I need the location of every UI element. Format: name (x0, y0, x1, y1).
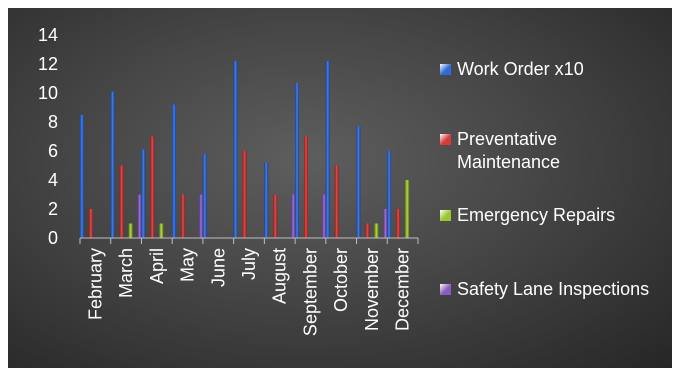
legend-swatch (440, 210, 451, 221)
bar-work-order-x10-november (356, 126, 361, 238)
legend-swatch (440, 64, 451, 75)
bar-work-order-x10-september (295, 82, 299, 239)
y-tick-label: 2 (48, 199, 58, 219)
y-tick-label: 6 (48, 141, 58, 161)
bar-preventative-maintenance-march (119, 165, 124, 238)
x-tick-label: December (393, 248, 413, 331)
y-axis-ticks: 0 2 4 6 8 10 12 14 (38, 25, 58, 248)
legend: Work Order x10 Preventative Maintenance Em… (440, 8, 672, 368)
bar-work-order-x10-july (233, 61, 238, 238)
bar-safety-lane-inspections-may (199, 194, 203, 238)
bar-preventative-maintenance-february (88, 209, 93, 238)
chart-plot: 0 2 4 6 8 10 12 14 February March April May June Jul… (38, 25, 419, 336)
x-tick-label: April (147, 248, 167, 284)
x-tick-label: November (362, 248, 382, 331)
chart-area: 0 2 4 6 8 10 12 14 February March April May June Jul… (8, 8, 672, 368)
bar-safety-lane-inspections-september (322, 194, 326, 238)
legend-label: Preventative Maintenance (457, 129, 561, 172)
bar-work-order-x10-december (387, 151, 392, 238)
y-tick-label: 14 (38, 25, 58, 45)
bar-preventative-maintenance-august (273, 194, 278, 238)
bar-safety-lane-inspections-november (383, 209, 388, 238)
legend-item: Work Order x10 (440, 58, 657, 81)
bar-work-order-x10-april (141, 149, 146, 238)
y-tick-label: 10 (38, 83, 58, 103)
bar-emergency-repairs-april (159, 223, 164, 238)
bar-work-order-x10-june (202, 153, 207, 238)
bar-work-order-x10-march (110, 91, 115, 238)
bar-safety-lane-inspections-august (291, 194, 296, 238)
x-tick-label: September (300, 248, 320, 336)
bar-work-order-x10-october (325, 61, 330, 238)
legend-swatch (440, 134, 451, 145)
bar-preventative-maintenance-september (304, 136, 308, 238)
x-tick-label: March (116, 248, 136, 298)
bar-preventative-maintenance-november (365, 223, 370, 238)
bar-preventative-maintenance-july (242, 151, 247, 238)
x-tick-label: May (178, 248, 198, 282)
bar-preventative-maintenance-april (150, 136, 155, 238)
x-tick-label: June (208, 248, 228, 287)
y-tick-label: 8 (48, 112, 58, 132)
bar-work-order-x10-may (172, 104, 176, 238)
y-tick-label: 0 (48, 228, 58, 248)
legend-item: Emergency Repairs (440, 204, 657, 227)
bar-work-order-x10-august (264, 162, 269, 238)
bar-preventative-maintenance-december (396, 209, 401, 238)
x-tick-label: August (270, 248, 290, 304)
bar-emergency-repairs-november (374, 223, 379, 238)
x-tick-label: October (331, 248, 351, 312)
bar-preventative-maintenance-october (334, 165, 339, 238)
x-tick-label: July (239, 248, 259, 280)
legend-swatch (440, 284, 451, 295)
legend-item: Preventative Maintenance (440, 128, 657, 174)
bar-series-group (79, 61, 410, 239)
bar-safety-lane-inspections-march (137, 194, 142, 238)
legend-item: Safety Lane Inspections (440, 278, 657, 301)
legend-label: Safety Lane Inspections (457, 279, 650, 299)
bar-emergency-repairs-december (405, 180, 410, 238)
y-tick-label: 12 (38, 54, 58, 74)
bar-emergency-repairs-march (128, 223, 133, 238)
x-axis-ticks: February March April May June July August Septe… (79, 238, 419, 336)
x-tick-label: February (85, 248, 105, 320)
bar-work-order-x10-february (79, 114, 84, 238)
legend-label: Emergency Repairs (457, 205, 616, 225)
legend-label: Work Order x10 (457, 59, 584, 79)
y-tick-label: 4 (48, 170, 58, 190)
bar-preventative-maintenance-may (181, 194, 185, 238)
